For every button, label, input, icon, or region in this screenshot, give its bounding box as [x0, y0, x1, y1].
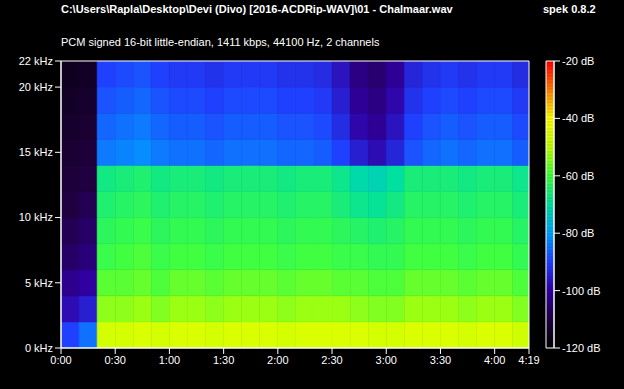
svg-text:-40 dB: -40 dB — [562, 112, 594, 124]
html-text:C:\Users\Rapla\Desktop\Devi (D: C:\Users\Rapla\Desktop\Devi (Divo) [2016… — [61, 3, 453, 15]
svg-text:3:30: 3:30 — [430, 354, 451, 366]
svg-text:4:19: 4:19 — [518, 354, 539, 366]
svg-text:1:00: 1:00 — [159, 354, 180, 366]
svg-text:20 kHz: 20 kHz — [19, 81, 53, 93]
svg-text:-120 dB: -120 dB — [562, 342, 601, 354]
svg-text:15 kHz: 15 kHz — [19, 146, 53, 158]
svg-text:0:00: 0:00 — [50, 354, 71, 366]
svg-text:-100 dB: -100 dB — [562, 285, 601, 297]
svg-text:-60 dB: -60 dB — [562, 170, 594, 182]
svg-text:4:00: 4:00 — [484, 354, 505, 366]
svg-text:-80 dB: -80 dB — [562, 227, 594, 239]
svg-text:5 kHz: 5 kHz — [25, 277, 53, 289]
svg-text:2:30: 2:30 — [321, 354, 342, 366]
svg-text:3:00: 3:00 — [376, 354, 397, 366]
svg-text:-20 dB: -20 dB — [562, 55, 594, 67]
html-text:spek 0.8.2: spek 0.8.2 — [543, 3, 596, 15]
html-text:PCM signed 16-bit little-endia: PCM signed 16-bit little-endian, 1411 kb… — [61, 36, 380, 48]
svg-text:1:30: 1:30 — [213, 354, 234, 366]
svg-text:0 kHz: 0 kHz — [25, 342, 53, 354]
svg-text:10 kHz: 10 kHz — [19, 211, 53, 223]
svg-text:0:30: 0:30 — [104, 354, 125, 366]
svg-text:22 kHz: 22 kHz — [19, 55, 53, 67]
svg-text:2:00: 2:00 — [267, 354, 288, 366]
